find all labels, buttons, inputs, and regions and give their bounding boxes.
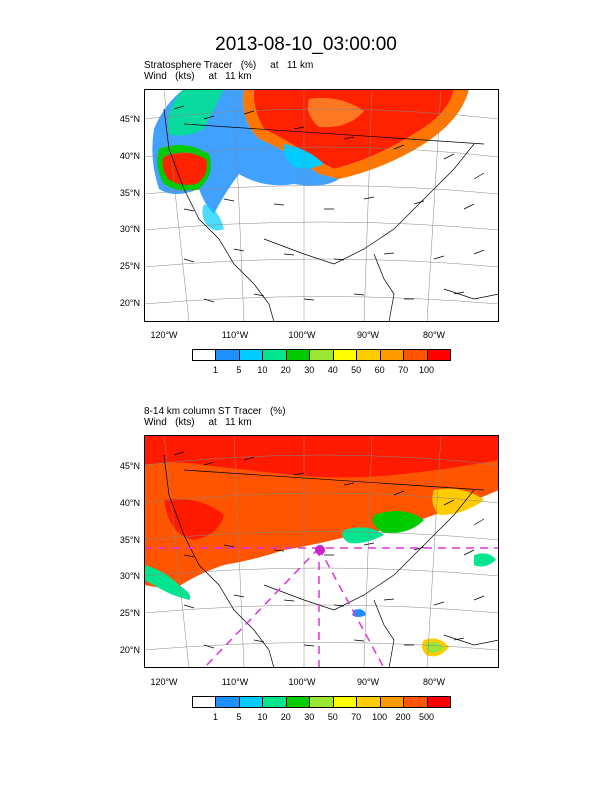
colorbar-swatch [403,349,428,361]
panel1-lat-label: 35°N [119,188,140,198]
colorbar-swatch [332,349,358,361]
colorbar-label: 50 [351,365,362,375]
panel1-lon-label: 120°W [150,330,178,340]
colorbar-label: 200 [395,712,411,722]
colorbar-label: 60 [374,365,385,375]
panel1-lon-label: 90°W [356,330,380,340]
panel2-lat-label: 35°N [119,535,140,545]
panel1-lon-label: 80°W [422,330,446,340]
colorbar-label: 1 [212,712,218,722]
colorbar-swatch [192,349,217,361]
main-title: 2013-08-10_03:00:00 [215,34,397,55]
panel2-lat-label: 45°N [119,461,140,471]
panel1-map [144,89,499,322]
colorbar-swatch [309,349,334,361]
colorbar-swatch [403,696,428,708]
colorbar-swatch [379,696,405,708]
colorbar-swatch [426,696,451,708]
panel1-subtitle-line1: Stratosphere Tracer (%) at 11 km [144,60,314,71]
colorbar-label: 20 [280,365,291,375]
colorbar-label: 70 [398,365,409,375]
colorbar-label: 5 [236,712,242,722]
colorbar-swatch [262,349,287,361]
panel2-lon-label: 80°W [422,677,446,687]
colorbar-label: 100 [419,365,435,375]
colorbar-swatch [238,696,264,708]
colorbar-swatch [356,696,381,708]
colorbar-label: 10 [257,712,268,722]
panel2-lon-label: 110°W [221,677,249,687]
panel1-lon-label: 110°W [221,330,249,340]
panel1-lat-label: 45°N [119,114,140,124]
colorbar-swatch [262,696,287,708]
colorbar-label: 100 [372,712,388,722]
colorbar-label: 30 [304,712,315,722]
colorbar-swatch [238,349,264,361]
colorbar-swatch [379,349,405,361]
colorbar-label: 50 [327,712,338,722]
panel2-map [144,435,499,668]
panel2-subtitle-line2: Wind (kts) at 11 km [144,417,252,428]
panel1-subtitle-line2: Wind (kts) at 11 km [144,71,252,82]
panel2-subtitle-line1: 8-14 km column ST Tracer (%) [144,406,286,417]
colorbar-swatch [356,349,381,361]
colorbar-label: 40 [327,365,338,375]
colorbar-swatch [332,696,358,708]
colorbar-swatch [309,696,334,708]
colorbar-label: 20 [280,712,291,722]
colorbar-label: 30 [304,365,315,375]
colorbar-label: 1 [212,365,218,375]
panel2-lon-label: 90°W [356,677,380,687]
panel1-lat-label: 30°N [119,224,140,234]
panel2-lat-label: 20°N [119,645,140,655]
panel2-lon-label: 120°W [150,677,178,687]
colorbar-label: 500 [419,712,435,722]
panel2-lat-label: 30°N [119,571,140,581]
colorbar-swatch [285,349,311,361]
colorbar-label: 70 [351,712,362,722]
colorbar-swatch [426,349,451,361]
panel1-lat-label: 20°N [119,298,140,308]
panel2-lat-label: 40°N [119,498,140,508]
panel2-colorbar: 1 5 10 20 30 50 70 100 200 500 [192,696,451,722]
panel1-lat-label: 25°N [119,261,140,271]
colorbar-swatch [285,696,311,708]
colorbar-label: 5 [236,365,242,375]
panel1-lon-label: 100°W [288,330,316,340]
panel1-lat-label: 40°N [119,151,140,161]
panel2-lon-label: 100°W [288,677,316,687]
panel1-colorbar: 1 5 10 20 30 40 50 60 70 100 [192,349,451,375]
colorbar-swatch [192,696,217,708]
colorbar-swatch [215,696,240,708]
panel2-lat-label: 25°N [119,608,140,618]
colorbar-label: 10 [257,365,268,375]
colorbar-swatch [215,349,240,361]
